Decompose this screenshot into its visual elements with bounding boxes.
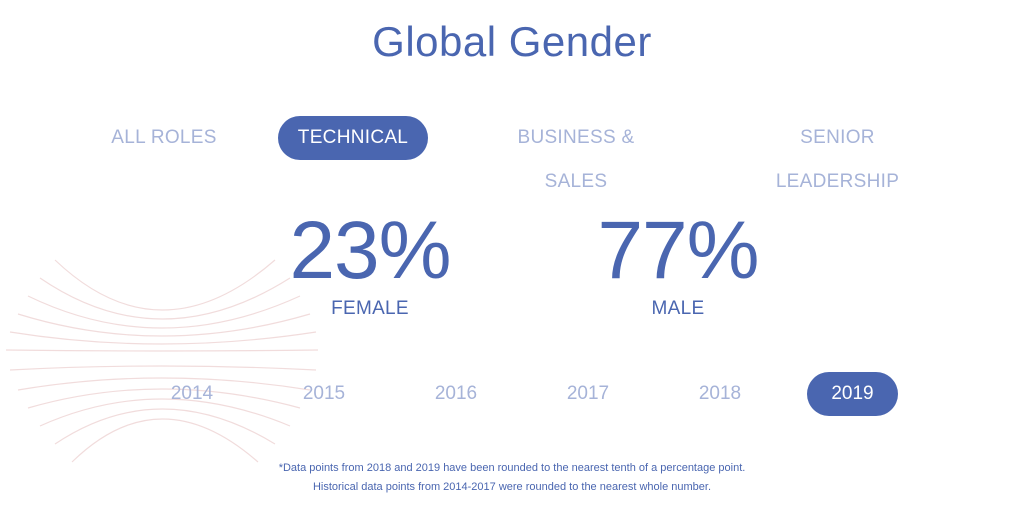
curved-lines-decoration-icon [5,259,319,463]
female-label: FEMALE [331,298,409,319]
page-title: Global Gender [372,18,652,65]
tab-all-roles[interactable]: ALL ROLES [111,127,217,148]
year-2019-button[interactable]: 2019 [807,372,898,416]
year-2016-button[interactable]: 2016 [434,383,478,404]
tab-technical[interactable]: TECHNICAL [278,116,428,160]
tab-business-sales[interactable]: BUSINESS & SALES [517,127,635,192]
tab-senior-leadership[interactable]: SENIOR LEADERSHIP [775,127,900,192]
footnote-rounding-recent: *Data points from 2018 and 2019 have bee… [278,462,746,474]
male-label: MALE [651,298,705,319]
male-percentage: 77% [597,205,759,296]
year-2015-button[interactable]: 2015 [302,383,346,404]
footnote-rounding-historical: Historical data points from 2014-2017 we… [312,481,712,493]
female-percentage: 23% [289,205,451,296]
year-2017-button[interactable]: 2017 [566,383,610,404]
year-2014-button[interactable]: 2014 [170,383,214,404]
year-2018-button[interactable]: 2018 [698,383,742,404]
